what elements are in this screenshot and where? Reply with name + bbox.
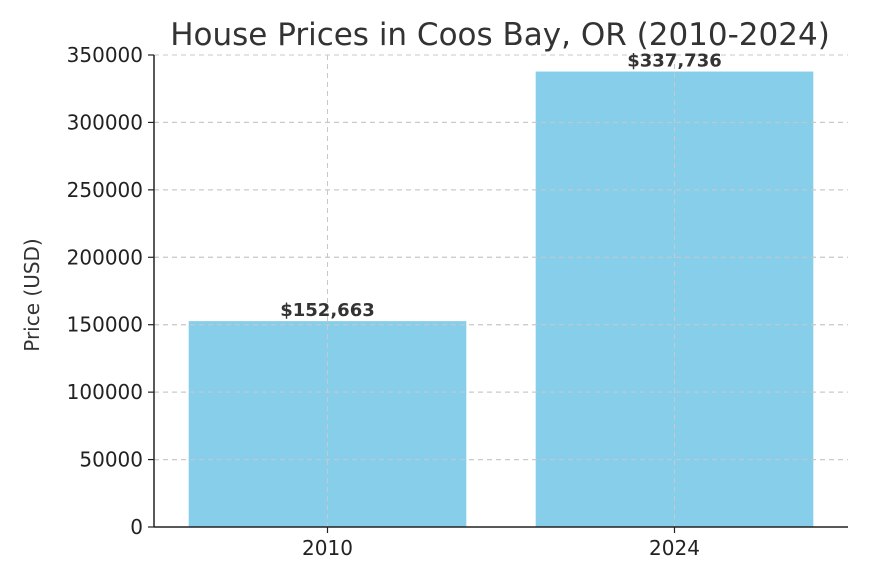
y-tick-label: 300000: [67, 110, 143, 134]
bar-value-label: $337,736: [627, 51, 722, 72]
y-tick-label: 150000: [67, 313, 143, 337]
bar-value-label: $152,663: [280, 300, 375, 321]
data-labels: $152,663 $337,736: [280, 51, 722, 322]
axes: [153, 55, 848, 528]
y-tick-label: 50000: [79, 448, 143, 472]
y-axis-label: Price (USD): [20, 238, 44, 352]
bars: [154, 54, 848, 528]
y-axis-ticks: 0 50000 100000 150000 200000 250000 300000 3500…: [67, 43, 154, 539]
y-tick-label: 100000: [67, 380, 143, 404]
y-tick-label: 200000: [67, 245, 143, 269]
x-tick-label: 2024: [649, 536, 700, 560]
y-tick-label: 0: [130, 515, 143, 539]
y-tick-label: 350000: [67, 43, 143, 67]
x-tick-label: 2010: [302, 536, 353, 560]
y-tick-label: 250000: [67, 178, 143, 202]
chart-title: House Prices in Coos Bay, OR (2010-2024): [170, 17, 830, 53]
x-axis-ticks: 2010 2024: [302, 527, 700, 560]
